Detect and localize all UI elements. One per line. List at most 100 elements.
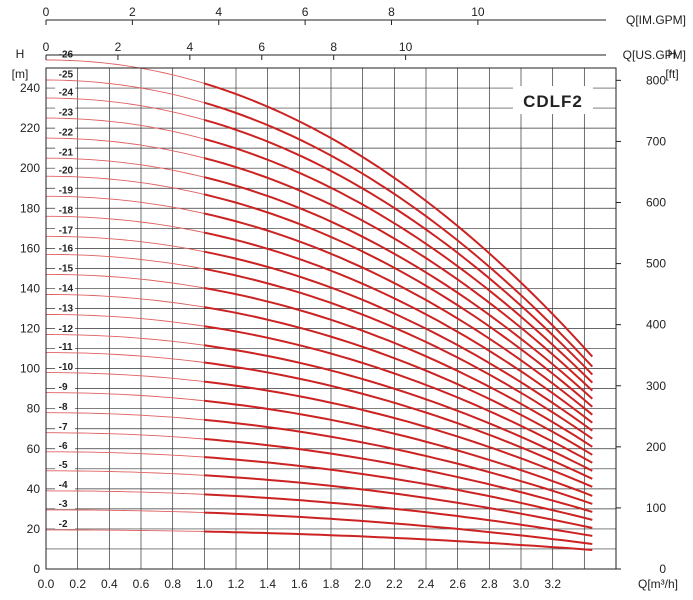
x-tick-label: 0.0 [38,577,55,591]
stage-label-bg [55,242,76,254]
x-tick-label: 2.6 [449,577,466,591]
stage-curve-thin [46,372,205,383]
x-tick-label: 2.8 [481,577,498,591]
us-gpm-tick-label: 10 [399,40,413,54]
im-gpm-tick-label: 8 [388,5,395,19]
y2-tick-label: 100 [646,501,666,515]
stage-curve-operating [204,456,593,521]
stage-label-bg [55,340,76,352]
chart-title: CDLF2 [523,92,583,111]
stage-curve-thin [45,334,205,346]
y2-tick-label: 300 [646,379,666,393]
x-tick-label: 2.0 [354,577,371,591]
stage-label-bg [55,86,76,98]
stage-curve-operating [204,287,593,448]
y-tick-label: 200 [20,161,40,175]
y2-tick-label: 600 [646,196,666,210]
stage-label: -24 [59,88,74,99]
stage-label-bg [55,262,76,274]
im-gpm-axis-label: Q[IM.GPM] [626,13,686,27]
x-tick-label: 1.2 [228,577,245,591]
stage-curve-operating [204,231,593,424]
stage-curve-thin [46,195,205,214]
stage-curve-operating [204,82,594,358]
x-tick-label: 3.2 [544,577,561,591]
plot-frame [45,67,617,570]
stage-label: -3 [59,499,68,510]
stage-label-bg [55,164,76,176]
stage-label-bg [55,380,76,392]
y2-tick-label: 0 [659,562,666,576]
stage-label-bg [55,224,76,236]
stage-curve-operating [204,157,593,392]
y2-axis-unit: [ft] [665,67,678,81]
stage-curve-thin [46,59,205,84]
us-gpm-tick-label: 8 [330,40,337,54]
stage-label: -22 [59,128,74,139]
stage-curve-operating [204,361,593,480]
x-tick-label: 3.0 [513,577,530,591]
stage-label-bg [55,360,76,372]
x-tick-label: 2.4 [418,577,435,591]
stage-curve-thin [46,529,205,532]
stage-label-bg [55,146,76,158]
stage-label: -11 [59,342,73,353]
stage-curve-operating [204,325,593,464]
stage-label: -10 [59,362,74,373]
y-tick-label: 60 [27,442,41,456]
stage-label: -2 [59,519,68,530]
y2-tick-label: 500 [646,257,666,271]
stage-label: -14 [59,284,74,295]
im-gpm-tick-label: 10 [471,5,485,19]
y-tick-label: 220 [20,121,40,135]
x-tick-label: 1.8 [323,577,340,591]
y-tick-label: 20 [27,522,41,536]
stage-curve-operating [204,511,593,545]
stage-label-bg [55,400,76,412]
stage-curve-operating [204,138,593,384]
stage-label: -17 [59,226,74,237]
stage-label: -19 [59,186,74,197]
stage-curve-operating [204,212,593,416]
stage-label-bg [55,68,76,80]
stage-curve-thin [45,175,205,195]
stage-curve-operating [204,101,594,368]
stage-curve-operating [204,250,593,432]
x-tick-label: 1.0 [196,577,213,591]
stage-label-bg [55,322,76,334]
im-gpm-tick-label: 4 [215,5,222,19]
stage-curve-thin [46,294,205,308]
stage-curve-operating [204,380,593,488]
stage-curve-thin [46,509,205,514]
y-axis-label: H [16,47,25,61]
x-tick-label: 0.2 [69,577,86,591]
y2-tick-label: 200 [646,440,666,454]
y-tick-label: 180 [20,201,40,215]
model-box [513,86,593,115]
stage-label-bg [55,497,76,509]
stage-curve-operating [204,193,593,408]
stage-label: -6 [59,441,68,452]
y-tick-label: 80 [27,402,41,416]
x-tick-label: 0.8 [164,577,181,591]
stage-curve-operating [204,118,594,376]
stage-label: -4 [59,480,68,491]
y2-tick-label: 700 [646,134,666,148]
stage-label-bg [55,458,76,470]
stage-label-bg [55,204,76,216]
stage-label: -13 [59,304,74,315]
stage-curve-thin [46,451,205,458]
stage-curve-thin [46,253,205,270]
stage-label-bg [55,302,76,314]
y-tick-label: 240 [20,81,40,95]
stage-label: -7 [59,422,68,433]
stage-label-bg [55,184,76,196]
stage-labels: -2 -3 -4 -5 -6 -7 -8 -9 -10 -11 -12 -13 -14 -15 -16 -17… [55,48,76,530]
stage-label-bg [55,517,76,529]
stage-label: -9 [59,382,68,393]
stage-curve-thin [46,432,205,440]
stage-curve-thin [46,117,205,140]
stage-label-bg [55,420,76,432]
us-gpm-tick-label: 0 [43,40,50,54]
